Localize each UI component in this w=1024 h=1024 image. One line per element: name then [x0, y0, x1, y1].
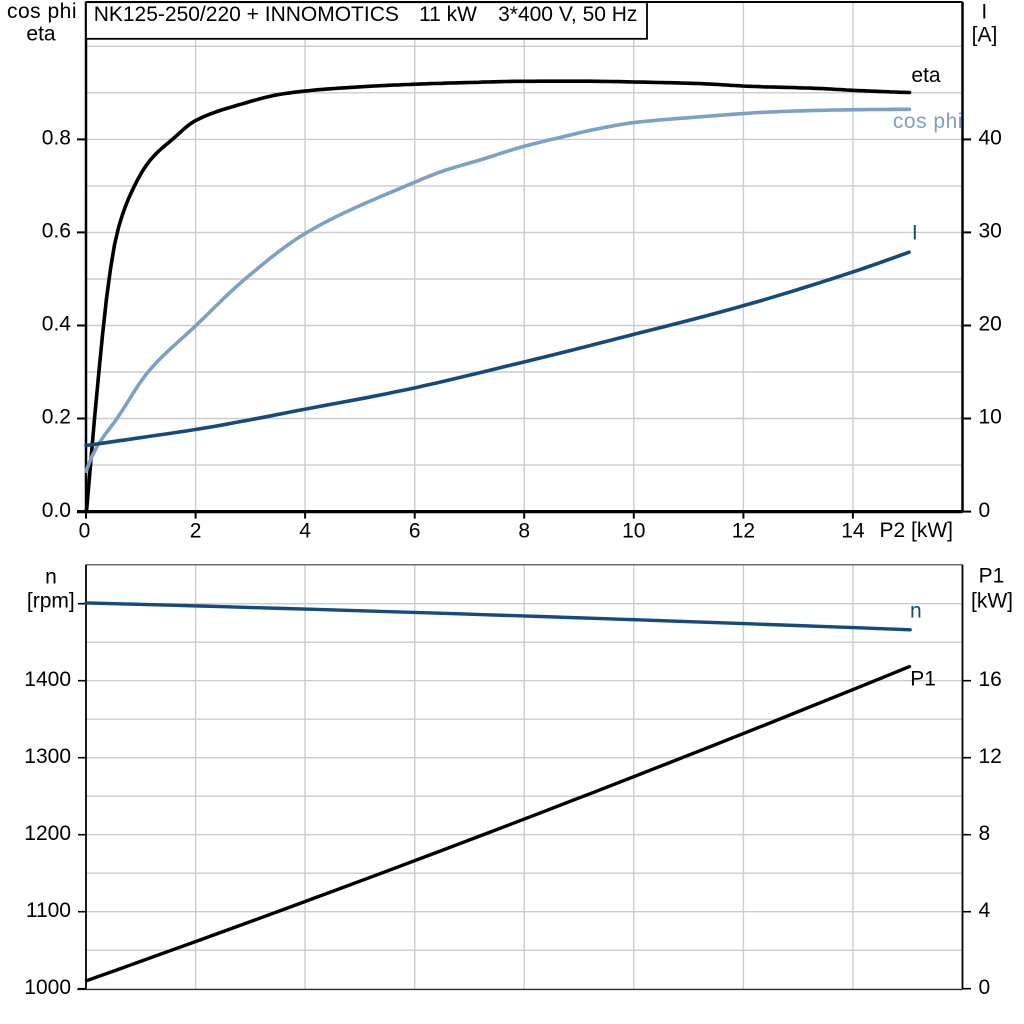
svg-text:cos phi: cos phi: [7, 0, 77, 23]
svg-text:0.0: 0.0: [42, 499, 71, 522]
svg-text:NK125-250/220 + INNOMOTICS: NK125-250/220 + INNOMOTICS: [94, 3, 399, 26]
svg-text:3*400 V, 50 Hz: 3*400 V, 50 Hz: [498, 3, 637, 26]
svg-text:0: 0: [979, 976, 991, 999]
svg-text:1300: 1300: [24, 745, 71, 768]
svg-text:20: 20: [979, 313, 1002, 336]
svg-text:12: 12: [732, 520, 755, 543]
svg-text:8: 8: [979, 822, 991, 845]
svg-text:4: 4: [299, 520, 311, 543]
svg-text:4: 4: [979, 899, 991, 922]
svg-text:8: 8: [518, 520, 530, 543]
svg-text:[A]: [A]: [972, 24, 998, 47]
svg-text:0.4: 0.4: [42, 313, 72, 336]
svg-text:n: n: [45, 565, 57, 588]
svg-text:cos phi: cos phi: [893, 110, 963, 133]
svg-text:30: 30: [979, 220, 1002, 243]
svg-text:P1: P1: [910, 668, 936, 691]
svg-text:I: I: [981, 0, 987, 23]
svg-text:1000: 1000: [24, 976, 71, 999]
svg-text:12: 12: [979, 745, 1002, 768]
svg-text:11 kW: 11 kW: [419, 3, 477, 26]
svg-text:0: 0: [979, 499, 991, 522]
svg-text:2: 2: [190, 520, 202, 543]
svg-text:0.6: 0.6: [42, 220, 71, 243]
svg-text:I: I: [912, 222, 918, 245]
svg-text:eta: eta: [26, 22, 56, 45]
svg-text:1400: 1400: [24, 668, 71, 691]
svg-text:14: 14: [841, 520, 865, 543]
svg-text:[kW]: [kW]: [971, 589, 1013, 612]
svg-text:6: 6: [409, 520, 421, 543]
svg-text:0.8: 0.8: [42, 127, 71, 150]
svg-text:1200: 1200: [24, 822, 71, 845]
svg-text:10: 10: [622, 520, 645, 543]
svg-text:P2 [kW]: P2 [kW]: [880, 519, 954, 542]
svg-text:40: 40: [979, 127, 1002, 150]
svg-text:0.2: 0.2: [42, 406, 71, 429]
svg-text:1100: 1100: [26, 899, 71, 922]
svg-text:eta: eta: [911, 64, 941, 87]
svg-text:16: 16: [979, 668, 1002, 691]
svg-text:0: 0: [79, 520, 91, 543]
svg-text:P1: P1: [979, 565, 1005, 588]
svg-text:n: n: [910, 600, 922, 623]
svg-text:[rpm]: [rpm]: [27, 590, 75, 613]
svg-text:10: 10: [979, 406, 1002, 429]
